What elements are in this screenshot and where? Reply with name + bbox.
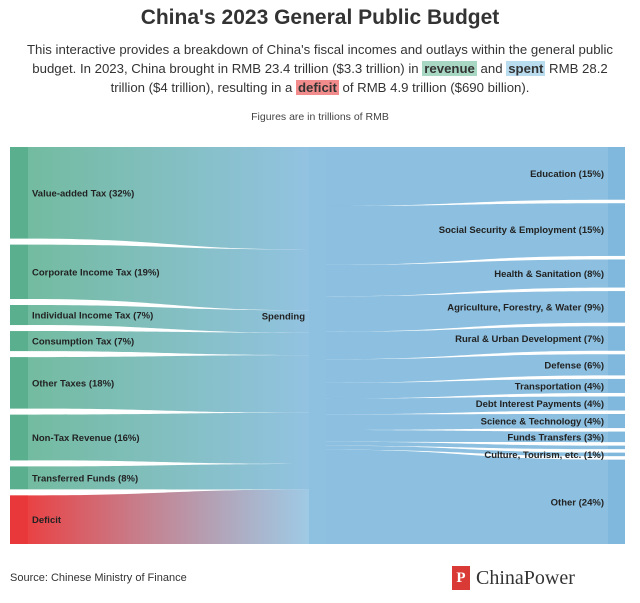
center-node [309,147,326,544]
chinapower-logo: P ChinaPower [452,564,575,592]
target-label-8: Science & Technology (4%) [481,417,604,428]
link-target-3 [326,291,608,332]
chinapower-logo-text: ChinaPower [476,566,575,589]
link-target-9 [326,430,608,443]
target-label-12: Other (24%) [551,497,604,508]
source-node-5 [10,414,28,461]
link-source-6 [28,463,309,490]
target-label-3: Agriculture, Forestry, & Water (9%) [447,302,604,313]
link-target-8 [326,414,608,431]
source-label-4: Other Taxes (18%) [32,378,114,389]
target-node-8 [608,414,625,429]
target-label-4: Rural & Urban Development (7%) [455,334,604,345]
link-source-7 [28,489,309,544]
link-target-2 [326,259,608,297]
link-source-1 [28,244,309,311]
target-label-2: Health & Sanitation (8%) [494,269,604,280]
target-label-5: Defense (6%) [544,360,604,371]
source-node-1 [10,244,28,300]
source-label-1: Corporate Income Tax (19%) [32,267,160,278]
target-node-0 [608,147,625,200]
desc-part2: and [476,61,507,76]
link-target-0 [326,147,608,206]
target-node-6 [608,378,625,393]
units-note: Figures are in trillions of RMB [251,111,389,123]
link-source-0 [28,147,309,250]
target-node-7 [608,396,625,411]
link-target-11 [326,445,608,457]
source-node-6 [10,466,28,490]
link-source-2 [28,305,309,333]
desc-part4: of RMB 4.9 trillion ($690 billion). [338,80,530,95]
desc-part3: RMB 28.2 trillion ($4 trillion), resulti… [110,61,608,95]
deficit-highlight: deficit [296,80,339,95]
chinapower-logo-mark: P [452,566,470,590]
revenue-highlight: revenue [422,61,477,76]
target-node-11 [608,452,625,457]
source-label-3: Consumption Tax (7%) [32,337,134,348]
link-source-5 [28,412,309,464]
link-target-5 [326,354,608,383]
source-label-0: Value-added Tax (32%) [32,188,134,199]
source-label-2: Individual Income Tax (7%) [32,311,153,322]
source-node-7 [10,495,28,544]
target-node-3 [608,291,625,323]
target-label-9: Funds Transfers (3%) [507,432,604,443]
source-label-6: Transferred Funds (8%) [32,473,138,484]
target-label-11: Culture, Tourism, etc. (1%) [484,450,604,461]
target-node-2 [608,259,625,288]
source-label-5: Non-Tax Revenue (16%) [32,433,140,444]
chart-description: This interactive provides a breakdown of… [14,40,626,97]
target-label-6: Transportation (4%) [515,381,604,392]
source-node-3 [10,331,28,352]
source-label-7: Deficit [32,515,62,526]
target-node-9 [608,431,625,443]
source-note: Source: Chinese Ministry of Finance [10,572,187,584]
desc-part1: This interactive provides a breakdown of… [26,42,613,76]
target-node-10 [608,445,625,450]
link-source-4 [28,355,309,413]
source-node-2 [10,305,28,326]
target-node-5 [608,354,625,376]
link-target-1 [326,203,608,265]
target-node-4 [608,326,625,351]
link-target-6 [326,378,608,399]
link-target-10 [326,441,608,450]
link-target-12 [326,449,608,544]
target-label-1: Social Security & Employment (15%) [439,225,604,236]
center-label: Spending [262,312,305,323]
target-label-7: Debt Interest Payments (4%) [476,399,604,410]
spent-highlight: spent [506,61,546,76]
chart-title: China's 2023 General Public Budget [140,6,500,29]
source-node-4 [10,357,28,409]
target-node-12 [608,459,625,544]
target-label-0: Education (15%) [530,169,604,180]
link-target-7 [326,396,608,415]
target-node-1 [608,203,625,256]
link-source-3 [28,331,309,356]
source-node-0 [10,147,28,239]
link-target-4 [326,326,608,360]
